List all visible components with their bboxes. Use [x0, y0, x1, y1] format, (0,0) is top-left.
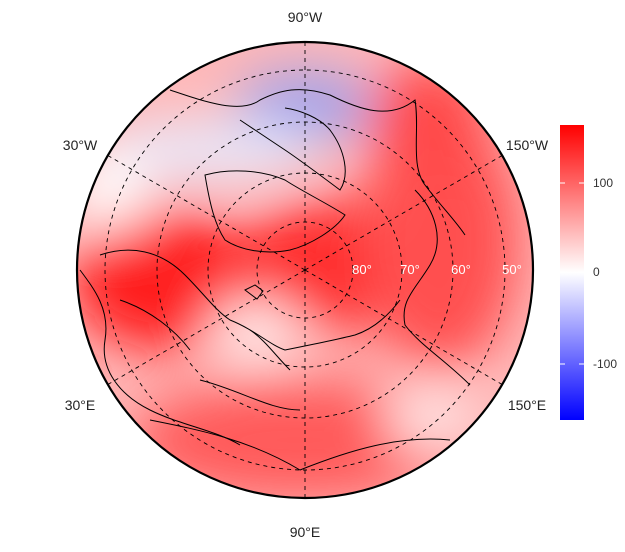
meridian-30w	[106, 154, 306, 271]
meridian-150e	[304, 269, 504, 386]
alaska-siberia-coast	[403, 189, 471, 386]
lon-label-lower-left: 30°E	[65, 397, 96, 413]
greenland-coast	[204, 170, 346, 253]
lon-label-upper-right: 150°W	[506, 137, 549, 153]
lon-label-upper-left: 30°W	[63, 137, 98, 153]
colorbar: 100 0 -100	[560, 125, 617, 420]
novaya-zemlya	[249, 329, 291, 371]
graticule	[104, 42, 506, 498]
meridian-150w	[304, 154, 504, 271]
europe-coast	[79, 269, 241, 446]
lat-label-70: 70°	[400, 262, 420, 277]
lat-label-60: 60°	[451, 262, 471, 277]
lon-label-bottom: 90°E	[290, 524, 321, 540]
lat-label-80: 80°	[352, 262, 372, 277]
colorbar-label-0: 0	[593, 265, 600, 279]
svalbard-islands	[244, 284, 264, 300]
map-boundary	[75, 40, 535, 500]
canadian-arctic-coast	[239, 107, 346, 191]
north-america-coast	[169, 89, 466, 236]
meridian-30e	[106, 269, 306, 386]
eurasia-north-coast	[99, 249, 401, 351]
lat-label-50: 50°	[502, 262, 522, 277]
lon-label-top: 90°W	[288, 9, 323, 25]
colorbar-label-100: 100	[593, 176, 613, 190]
colorbar-label-neg100: -100	[593, 357, 617, 371]
lon-label-lower-right: 150°E	[508, 397, 546, 413]
asia-interior-borders	[119, 299, 451, 471]
coastlines	[79, 89, 471, 471]
